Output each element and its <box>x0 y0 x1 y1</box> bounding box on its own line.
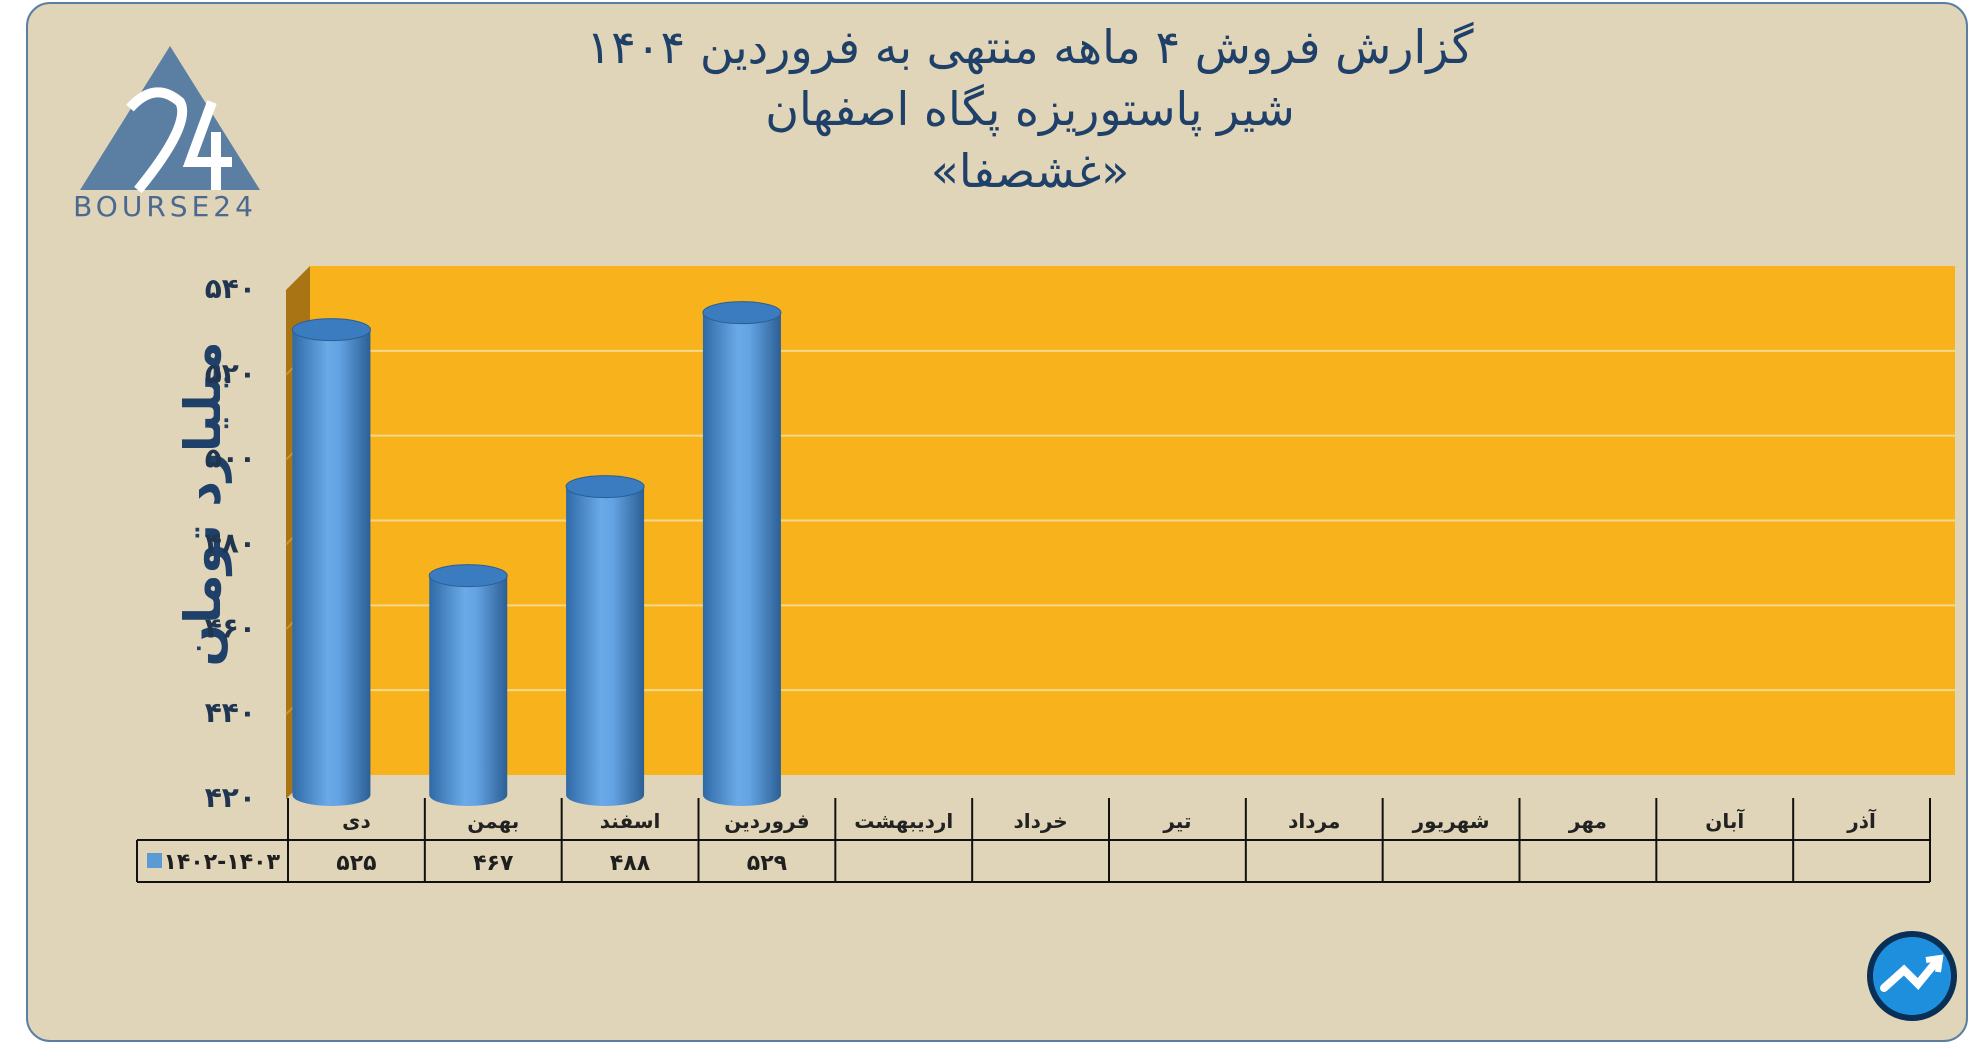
category-label: اردیبهشت <box>854 809 953 833</box>
bar <box>292 329 371 806</box>
chart-ticker: «غشصفا» <box>930 144 1130 198</box>
y-tick-label: ۴۲۰ <box>205 781 256 814</box>
y-tick-label: ۴۴۰ <box>205 696 256 729</box>
y-tick-label: ۴۸۰ <box>205 527 256 560</box>
category-label: اسفند <box>600 809 661 833</box>
bar <box>566 486 645 806</box>
chart-title-block: گزارش فروش ۴ ماهه منتهی به فروردین ۱۴۰۴ … <box>520 16 1540 202</box>
data-value-label: ۵۲۹ <box>747 851 787 876</box>
bar-top <box>565 475 645 499</box>
y-tick-label: ۵۲۰ <box>205 357 256 390</box>
bar <box>429 575 508 806</box>
y-tick-label: ۵۰۰ <box>205 442 256 475</box>
data-value-label: ۴۶۷ <box>473 851 514 876</box>
market-trend-icon <box>1867 931 1957 1021</box>
category-label: مرداد <box>1288 809 1340 833</box>
bar-top <box>291 318 371 342</box>
bar-top <box>428 564 508 588</box>
y-tick-label: ۴۶۰ <box>205 611 256 644</box>
legend-label: ۱۴۰۲-۱۴۰۳ <box>163 850 280 875</box>
category-label: آبان <box>1705 808 1745 833</box>
y-tick-label: ۵۴۰ <box>205 272 256 305</box>
chart-title: گزارش فروش ۴ ماهه منتهی به فروردین ۱۴۰۴ <box>586 20 1474 74</box>
category-label: مهر <box>1568 809 1607 833</box>
chart-subtitle: شیر پاستوریزه پگاه اصفهان <box>765 82 1295 136</box>
category-label: تیر <box>1162 809 1191 833</box>
bourse24-logo-icon <box>80 46 260 194</box>
data-value-label: ۵۲۵ <box>336 851 376 876</box>
category-label: فروردین <box>724 809 809 833</box>
bar-top <box>702 301 782 325</box>
category-label: آذر <box>1846 808 1877 833</box>
legend-swatch <box>147 853 162 868</box>
category-label: شهریور <box>1412 809 1490 833</box>
category-label: بهمن <box>467 809 519 833</box>
category-label: دی <box>342 809 371 833</box>
bar <box>702 312 781 806</box>
bourse24-logo-text: BOURSE24 <box>73 190 257 223</box>
category-label: خرداد <box>1013 809 1067 833</box>
data-value-label: ۴۸۸ <box>610 851 651 876</box>
